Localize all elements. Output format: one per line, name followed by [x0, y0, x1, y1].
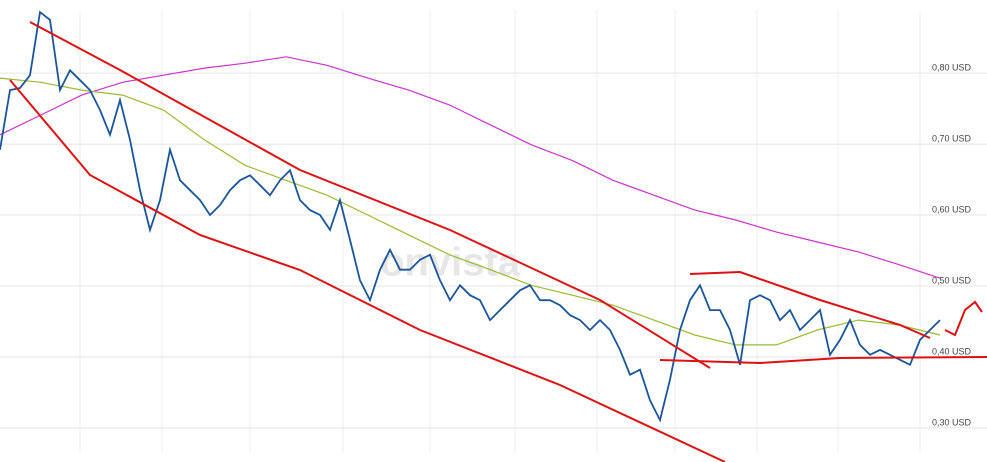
- y-tick-label: 0,40 USD: [932, 346, 972, 356]
- y-tick-label: 0,30 USD: [932, 417, 972, 427]
- y-tick-label: 0,70 USD: [932, 133, 972, 143]
- trend-line: [944, 300, 983, 337]
- series-line: [0, 56, 941, 279]
- watermark: onvista: [380, 241, 521, 285]
- y-tick-label: 0,80 USD: [932, 62, 972, 72]
- series-line: [0, 77, 941, 346]
- trend-line: [689, 270, 931, 339]
- trend-lines: [9, 21, 987, 462]
- time-grid: [79, 10, 921, 452]
- trend-line: [9, 79, 726, 462]
- y-tick-label: 0,60 USD: [932, 204, 972, 214]
- trend-line: [659, 356, 987, 365]
- y-tick-label: 0,50 USD: [932, 275, 972, 285]
- series-line: [0, 10, 941, 423]
- trend-line: [29, 21, 711, 369]
